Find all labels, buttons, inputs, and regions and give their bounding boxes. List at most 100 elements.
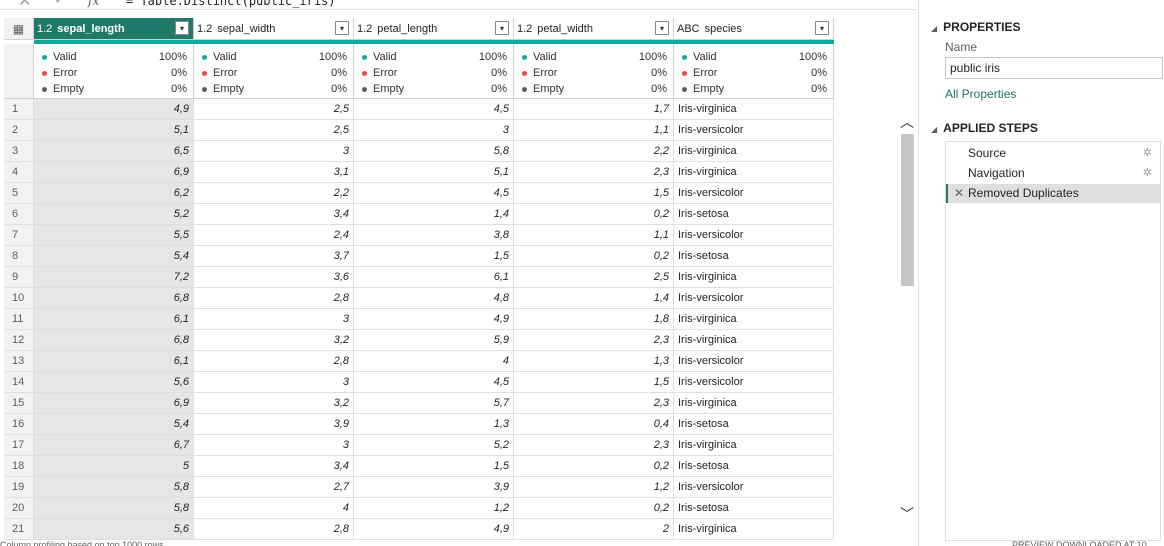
table-cell[interactable]: 6,8	[34, 330, 194, 351]
column-header-sepal-width[interactable]: 1.2 sepal_width ▾	[194, 18, 354, 40]
table-cell[interactable]: 2	[514, 519, 674, 540]
table-cell[interactable]: 3,1	[194, 162, 354, 183]
table-cell[interactable]: 3	[194, 141, 354, 162]
table-cell[interactable]: 0,2	[514, 456, 674, 477]
table-cell[interactable]: 6,1	[34, 351, 194, 372]
table-cell[interactable]: 1,1	[514, 225, 674, 246]
table-cell[interactable]: 1,8	[514, 309, 674, 330]
table-cell[interactable]: Iris-setosa	[674, 498, 834, 519]
table-cell[interactable]: 5,8	[34, 498, 194, 519]
table-cell[interactable]: 2,3	[514, 393, 674, 414]
table-cell[interactable]: 4,9	[34, 99, 194, 120]
table-cell[interactable]: 5,1	[354, 162, 514, 183]
table-cell[interactable]: 1,3	[514, 351, 674, 372]
table-cell[interactable]: 2,2	[514, 141, 674, 162]
table-cell[interactable]: Iris-setosa	[674, 246, 834, 267]
column-header-petal-length[interactable]: 1.2 petal_length ▾	[354, 18, 514, 40]
vertical-scrollbar[interactable]: ︿ ﹀	[898, 108, 916, 528]
table-cell[interactable]: 1,2	[514, 477, 674, 498]
table-cell[interactable]: 0,4	[514, 414, 674, 435]
table-cell[interactable]: 0,2	[514, 204, 674, 225]
table-cell[interactable]: 6,8	[34, 288, 194, 309]
table-cell[interactable]: 4,9	[354, 519, 514, 540]
step-navigation[interactable]: Navigation ✲	[946, 164, 1160, 183]
table-cell[interactable]: 3,2	[194, 393, 354, 414]
column-filter-dropdown-icon[interactable]: ▾	[655, 21, 669, 35]
table-cell[interactable]: 4	[354, 351, 514, 372]
table-cell[interactable]: 6,1	[34, 309, 194, 330]
table-cell[interactable]: Iris-setosa	[674, 414, 834, 435]
table-cell[interactable]: 3	[354, 120, 514, 141]
decimal-type-icon[interactable]: 1.2	[37, 22, 53, 35]
table-cell[interactable]: 3,7	[194, 246, 354, 267]
table-cell[interactable]: 3,9	[354, 477, 514, 498]
table-cell[interactable]: 4	[194, 498, 354, 519]
table-cell[interactable]: 1,5	[354, 456, 514, 477]
table-cell[interactable]: 5,4	[34, 246, 194, 267]
properties-section-title[interactable]: ◢ PROPERTIES	[931, 20, 1021, 34]
table-cell[interactable]: 2,5	[194, 99, 354, 120]
table-cell[interactable]: 0,2	[514, 498, 674, 519]
table-cell[interactable]: 1,4	[514, 288, 674, 309]
column-filter-dropdown-icon[interactable]: ▾	[175, 21, 189, 35]
table-cell[interactable]: Iris-versicolor	[674, 477, 834, 498]
table-cell[interactable]: 2,8	[194, 288, 354, 309]
table-cell[interactable]: Iris-virginica	[674, 309, 834, 330]
gear-icon[interactable]: ✲	[1142, 147, 1152, 159]
table-cell[interactable]: 3,8	[354, 225, 514, 246]
delete-step-icon[interactable]: ✕	[954, 186, 965, 200]
table-cell[interactable]: 3,6	[194, 267, 354, 288]
table-cell[interactable]: Iris-versicolor	[674, 120, 834, 141]
table-cell[interactable]: Iris-virginica	[674, 393, 834, 414]
table-cell[interactable]: 5,8	[354, 141, 514, 162]
table-cell[interactable]: 1,7	[514, 99, 674, 120]
table-cell[interactable]: 2,7	[194, 477, 354, 498]
scroll-up-icon[interactable]: ︿	[900, 114, 914, 130]
table-cell[interactable]: 4,5	[354, 183, 514, 204]
query-name-input[interactable]	[945, 57, 1163, 79]
table-cell[interactable]: 6,9	[34, 393, 194, 414]
formula-input[interactable]: = Table.Distinct(public_iris)	[126, 0, 336, 8]
column-filter-dropdown-icon[interactable]: ▾	[335, 21, 349, 35]
table-cell[interactable]: Iris-versicolor	[674, 183, 834, 204]
table-cell[interactable]: Iris-versicolor	[674, 225, 834, 246]
step-removed-duplicates[interactable]: ✕ Removed Duplicates	[946, 184, 1160, 203]
table-cell[interactable]: 2,3	[514, 162, 674, 183]
column-header-sepal-length[interactable]: 1.2 sepal_length ▾	[34, 18, 194, 40]
confirm-icon[interactable]: ✓	[54, 0, 66, 8]
table-cell[interactable]: 5,7	[354, 393, 514, 414]
table-cell[interactable]: Iris-virginica	[674, 330, 834, 351]
table-cell[interactable]: 3,4	[194, 456, 354, 477]
column-header-petal-width[interactable]: 1.2 petal_width ▾	[514, 18, 674, 40]
decimal-type-icon[interactable]: 1.2	[517, 22, 533, 35]
cancel-icon[interactable]: ✕	[18, 0, 32, 10]
table-cell[interactable]: 4,8	[354, 288, 514, 309]
table-cell[interactable]: 4,5	[354, 372, 514, 393]
table-cell[interactable]: 3,9	[194, 414, 354, 435]
table-cell[interactable]: 2,8	[194, 519, 354, 540]
table-cell[interactable]: 5	[34, 456, 194, 477]
table-cell[interactable]: Iris-virginica	[674, 435, 834, 456]
table-cell[interactable]: Iris-virginica	[674, 99, 834, 120]
step-source[interactable]: Source ✲	[946, 144, 1160, 163]
table-cell[interactable]: 2,5	[514, 267, 674, 288]
table-cell[interactable]: 1,5	[354, 246, 514, 267]
table-cell[interactable]: Iris-versicolor	[674, 372, 834, 393]
scroll-down-icon[interactable]: ﹀	[900, 506, 914, 522]
table-cell[interactable]: 6,2	[34, 183, 194, 204]
table-cell[interactable]: 1,1	[514, 120, 674, 141]
text-type-icon[interactable]: ABC	[677, 22, 700, 35]
table-cell[interactable]: 6,1	[354, 267, 514, 288]
decimal-type-icon[interactable]: 1.2	[197, 22, 213, 35]
table-cell[interactable]: 1,2	[354, 498, 514, 519]
table-cell[interactable]: Iris-virginica	[674, 519, 834, 540]
table-cell[interactable]: 5,1	[34, 120, 194, 141]
table-cell[interactable]: 2,4	[194, 225, 354, 246]
applied-steps-section-title[interactable]: ◢ APPLIED STEPS	[931, 121, 1038, 135]
table-cell[interactable]: 5,2	[354, 435, 514, 456]
scrollbar-thumb[interactable]	[901, 134, 914, 286]
table-cell[interactable]: 2,3	[514, 330, 674, 351]
table-cell[interactable]: Iris-virginica	[674, 162, 834, 183]
table-cell[interactable]: 1,3	[354, 414, 514, 435]
table-cell[interactable]: 6,7	[34, 435, 194, 456]
